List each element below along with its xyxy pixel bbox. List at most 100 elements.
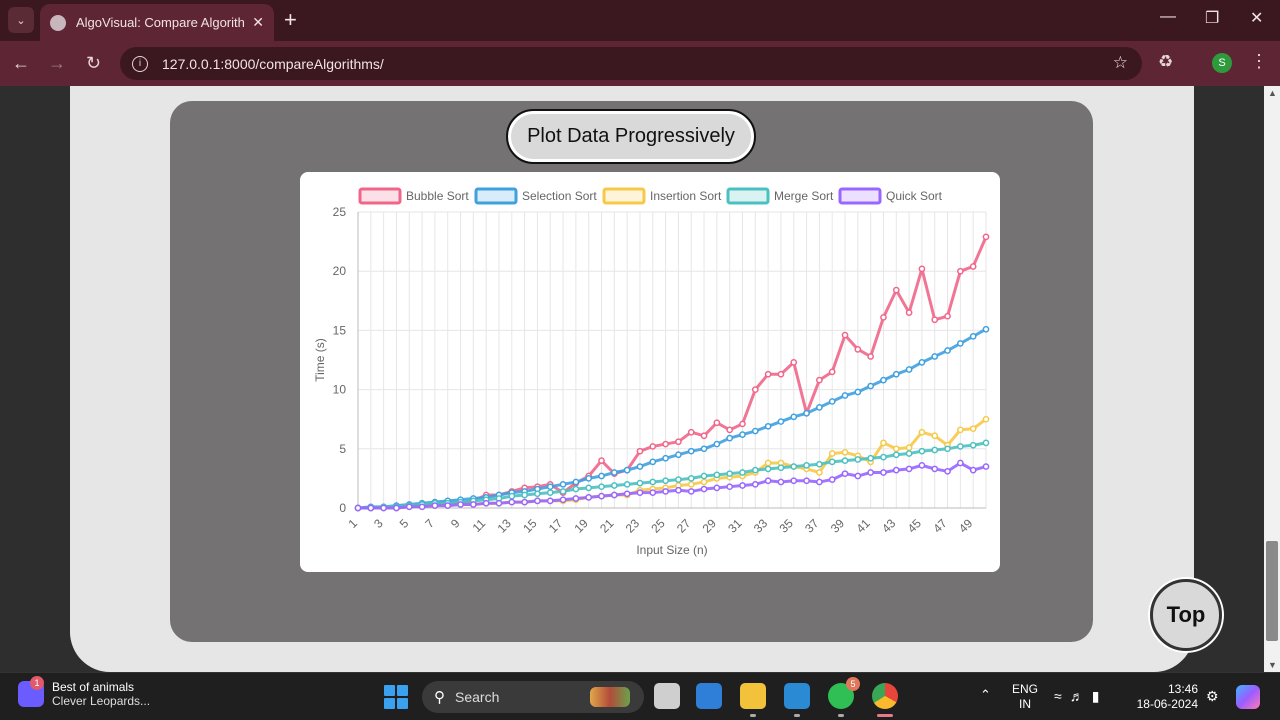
data-point [610,469,618,476]
taskbar-search[interactable]: ⚲ Search [422,681,644,713]
data-point [444,502,452,509]
series-line [358,236,988,510]
data-point [982,233,990,241]
data-point [803,462,810,469]
reload-icon[interactable]: ↻ [86,53,102,73]
notification-bell-icon[interactable]: ⚙ [1206,688,1219,704]
tray-chevron-up-icon[interactable]: ⌃ [980,687,991,702]
data-point [662,440,669,448]
forward-icon[interactable]: → [48,53,66,73]
data-point [521,491,528,499]
data-point [828,398,836,405]
bookmark-star-icon[interactable]: ☆ [1112,53,1128,72]
extensions-icon[interactable]: ♻ [1158,52,1174,71]
language-indicator[interactable]: ENG IN [1012,682,1039,711]
new-tab-button[interactable]: + [284,7,297,32]
data-point [841,449,849,456]
data-point [751,427,759,435]
scroll-up-icon[interactable]: ▲ [1268,88,1277,98]
file-explorer-icon[interactable] [740,683,766,717]
data-point [828,450,836,457]
mail-icon[interactable] [696,683,722,709]
start-windows-icon[interactable] [384,685,408,709]
series-line [358,441,987,510]
browser-tab[interactable]: AlgoVisual: Compare Algorithm ✕ [40,4,274,41]
x-tick-label: 41 [853,516,873,536]
data-point [687,475,695,482]
wifi-icon: ≈ [1054,688,1070,704]
legend-swatch [602,187,646,205]
data-point [905,450,913,457]
whatsapp-icon[interactable]: 5 [828,677,860,717]
task-view-icon[interactable] [654,683,680,709]
data-point [764,370,772,378]
data-point [700,472,708,480]
news-widget[interactable]: 1 Best of animals Clever Leopards... [18,676,150,708]
data-point [816,469,823,476]
clock[interactable]: 13:46 18-06-2024 [1128,682,1198,712]
data-point [867,353,875,360]
page-scrollbar[interactable]: ▲ ▼ [1264,86,1280,672]
address-bar[interactable]: i 127.0.0.1:8000/compareAlgorithms/ ☆ [120,47,1142,80]
more-menu-icon[interactable]: ⋮ [1250,51,1268,71]
info-icon[interactable]: i [132,55,148,72]
x-tick-label: 17 [546,516,566,536]
data-point [482,499,490,507]
vscode-icon[interactable] [784,683,810,717]
data-point [739,420,746,428]
data-point [880,469,887,476]
data-point [739,482,746,489]
data-point [905,309,913,316]
data-point [610,491,618,499]
whatsapp-badge: 5 [846,677,860,691]
y-tick-label: 15 [333,323,347,337]
data-point [854,472,862,480]
data-point [713,419,721,427]
data-point [841,457,849,464]
widget-icon: 1 [18,676,44,707]
data-point [931,446,939,454]
data-point [892,370,900,378]
x-tick-label: 7 [422,516,437,531]
tab-search-button[interactable]: ⌄ [8,7,34,33]
data-point [777,464,785,472]
scroll-down-icon[interactable]: ▼ [1268,660,1277,670]
x-tick-label: 23 [623,516,643,536]
data-point [803,409,810,417]
data-point [687,488,695,495]
data-point [892,451,900,459]
y-tick-label: 20 [333,264,347,278]
data-point [880,453,887,461]
data-point [508,492,516,500]
chrome-icon[interactable] [872,683,898,717]
window-close-icon[interactable]: ✕ [1250,10,1264,27]
data-point [944,445,951,453]
search-highlight-icon [590,687,630,707]
back-icon[interactable]: ← [12,53,30,73]
url-text[interactable]: 127.0.0.1:8000/compareAlgorithms/ [162,55,384,72]
data-point [931,432,939,440]
data-point [931,353,939,360]
system-tray-icons[interactable]: ≈♬▮ [1054,688,1107,705]
data-point [559,488,567,495]
data-point [700,432,708,440]
data-point [418,503,426,511]
x-tick-label: 21 [597,516,617,536]
data-point [662,454,669,462]
profile-avatar[interactable]: S [1212,53,1232,73]
data-point [803,477,810,485]
data-point [790,463,798,470]
x-tick-label: 43 [879,516,899,536]
restore-icon[interactable]: ❐ [1205,10,1220,27]
copilot-icon[interactable] [1236,685,1260,709]
close-icon[interactable]: ✕ [252,14,264,30]
battery-icon: ▮ [1091,688,1108,704]
legend-swatch [838,187,882,205]
data-point [405,503,413,511]
plot-data-progressively-button[interactable]: Plot Data Progressively [506,109,756,164]
scrollbar-thumb[interactable] [1266,541,1278,641]
data-point [649,478,657,486]
data-point [521,498,528,506]
top-button[interactable]: Top [1150,579,1222,651]
minimize-icon[interactable]: — [1160,8,1176,25]
